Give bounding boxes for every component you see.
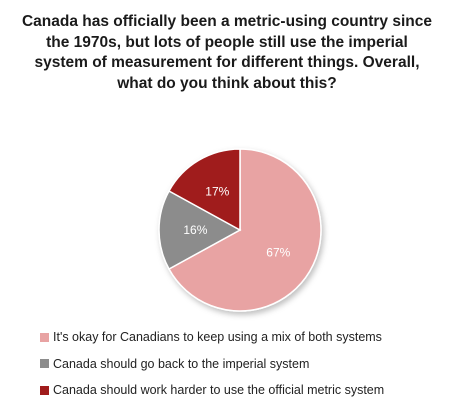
- legend-swatch: [40, 385, 49, 395]
- slice-value-label-2: 16%: [183, 223, 207, 237]
- legend-swatch: [40, 332, 49, 342]
- legend-label: Canada should work harder to use the off…: [53, 383, 385, 398]
- pie-slice-2: [158, 189, 242, 271]
- legend-item-2: Canada should go back to the imperial sy…: [40, 351, 450, 378]
- slice-value-label-1: 67%: [266, 246, 290, 260]
- legend-item-1: It's okay for Canadians to keep using a …: [40, 324, 450, 351]
- legend-label: Canada should go back to the imperial sy…: [53, 356, 310, 371]
- legend-swatch: [40, 359, 49, 369]
- slice-value-label-3: 17%: [205, 185, 229, 199]
- legend-label: It's okay for Canadians to keep using a …: [53, 330, 382, 345]
- chart-title: Canada has officially been a metric-usin…: [21, 13, 432, 92]
- chart-legend: It's okay for Canadians to keep using a …: [40, 324, 450, 404]
- pie-slice-1: [168, 148, 322, 312]
- pie-slice-3: [168, 148, 241, 232]
- legend-item-3: Canada should work harder to use the off…: [40, 377, 450, 404]
